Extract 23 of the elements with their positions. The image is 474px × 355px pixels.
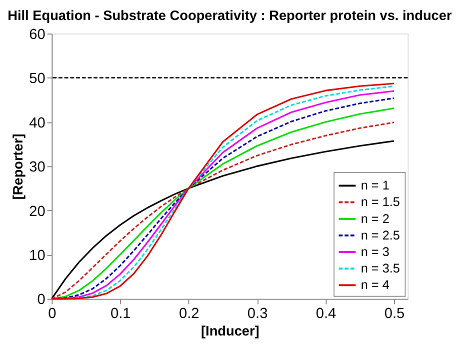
legend-label: n = 3 [360,244,390,259]
legend-label: n = 2 [360,212,390,226]
legend-label: n = 2.5 [360,228,400,242]
x-tick-label: 0.5 [384,306,405,322]
y-tick-label: 20 [29,204,46,220]
y-tick-label: 10 [29,248,46,264]
legend-label: n = 3.5 [360,261,400,276]
y-tick-label: 50 [29,71,46,88]
legend-label: n = 4 [360,278,390,292]
legend-label: n = 1.5 [360,195,400,210]
x-tick-label: 0.3 [247,306,268,322]
y-axis-title: [Reporter] [10,134,26,200]
x-tick-label: 0.4 [316,306,336,322]
legend-label: n = 1 [360,178,390,193]
y-tick-label: 0 [37,292,46,308]
x-axis-title: [Inducer] [200,323,260,338]
chart-title: Hill Equation - Substrate Cooperativity : Reporter protein vs. inducer [8,8,452,23]
x-tick-label: 0 [48,306,56,322]
y-tick-label: 40 [29,115,46,132]
x-tick-label: 0.1 [110,306,131,322]
x-tick-label: 0.2 [178,306,200,322]
y-tick-label: 30 [29,160,46,176]
y-tick-label: 60 [29,26,46,43]
